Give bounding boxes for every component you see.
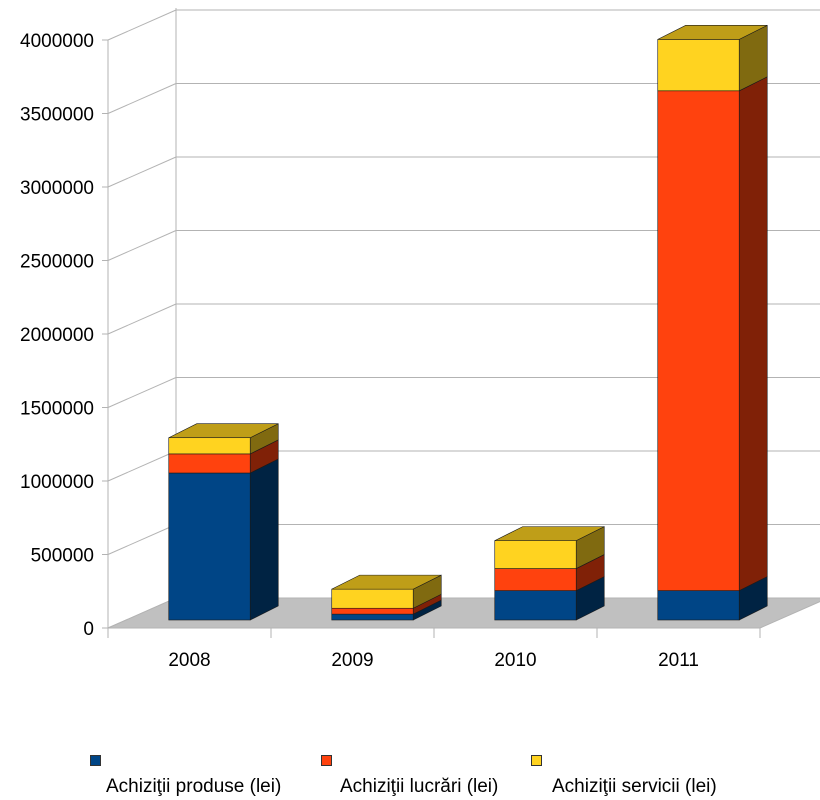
bar-servicii-2010 [494, 526, 605, 570]
bar-servicii-2008 [168, 423, 279, 455]
bars [168, 24, 768, 621]
legend-label-servicii: Achiziţii servicii (lei) [552, 776, 717, 797]
y-tick-label: 3500000 [20, 105, 94, 126]
y-tick-label: 2500000 [20, 252, 94, 273]
bar-servicii-2011 [657, 24, 768, 92]
gridline-side [107, 524, 177, 555]
x-tick-label: 2011 [658, 650, 699, 671]
gridline-side [107, 450, 177, 482]
bar-lucrari-2010 [494, 554, 605, 592]
gridline-side [107, 303, 177, 335]
y-tick-label: 500000 [31, 546, 94, 567]
gridline-side [107, 377, 177, 408]
y-tick-label: 0 [83, 619, 94, 640]
legend-label-produse: Achiziţii produse (lei) [106, 776, 282, 797]
legend: Achiziţii produse (lei) Achiziţii lucrăr… [0, 750, 820, 800]
gridline-side [107, 9, 177, 41]
y-tick-label: 3000000 [20, 178, 94, 199]
bar-produse-2011 [657, 576, 768, 621]
y-axis: 0 500000 1000000 1500000 2000000 2500000 30000… [20, 31, 109, 640]
y-tick-label: 1000000 [20, 472, 94, 493]
y-tick-label: 4000000 [20, 31, 94, 52]
gridline-side [107, 230, 177, 261]
bar-produse-2010 [494, 576, 605, 621]
y-tick-label: 1500000 [20, 399, 94, 420]
legend-swatch-servicii [531, 755, 542, 766]
bar-produse-2008 [168, 458, 279, 621]
y-tick-label: 2000000 [20, 325, 94, 346]
gridline-side [107, 83, 177, 114]
x-axis: 2008 2009 2010 2011 [107, 627, 761, 671]
legend-swatch-lucrari [321, 755, 332, 766]
bar-lucrari-2011 [657, 76, 768, 592]
bar-servicii-2009 [331, 574, 442, 609]
x-tick-label: 2009 [331, 650, 373, 671]
legend-label-lucrari: Achiziţii lucrări (lei) [340, 776, 499, 797]
x-tick-label: 2010 [494, 650, 536, 671]
legend-swatch-produse [90, 755, 101, 766]
gridline-side [107, 156, 177, 188]
x-tick-label: 2008 [168, 650, 210, 671]
